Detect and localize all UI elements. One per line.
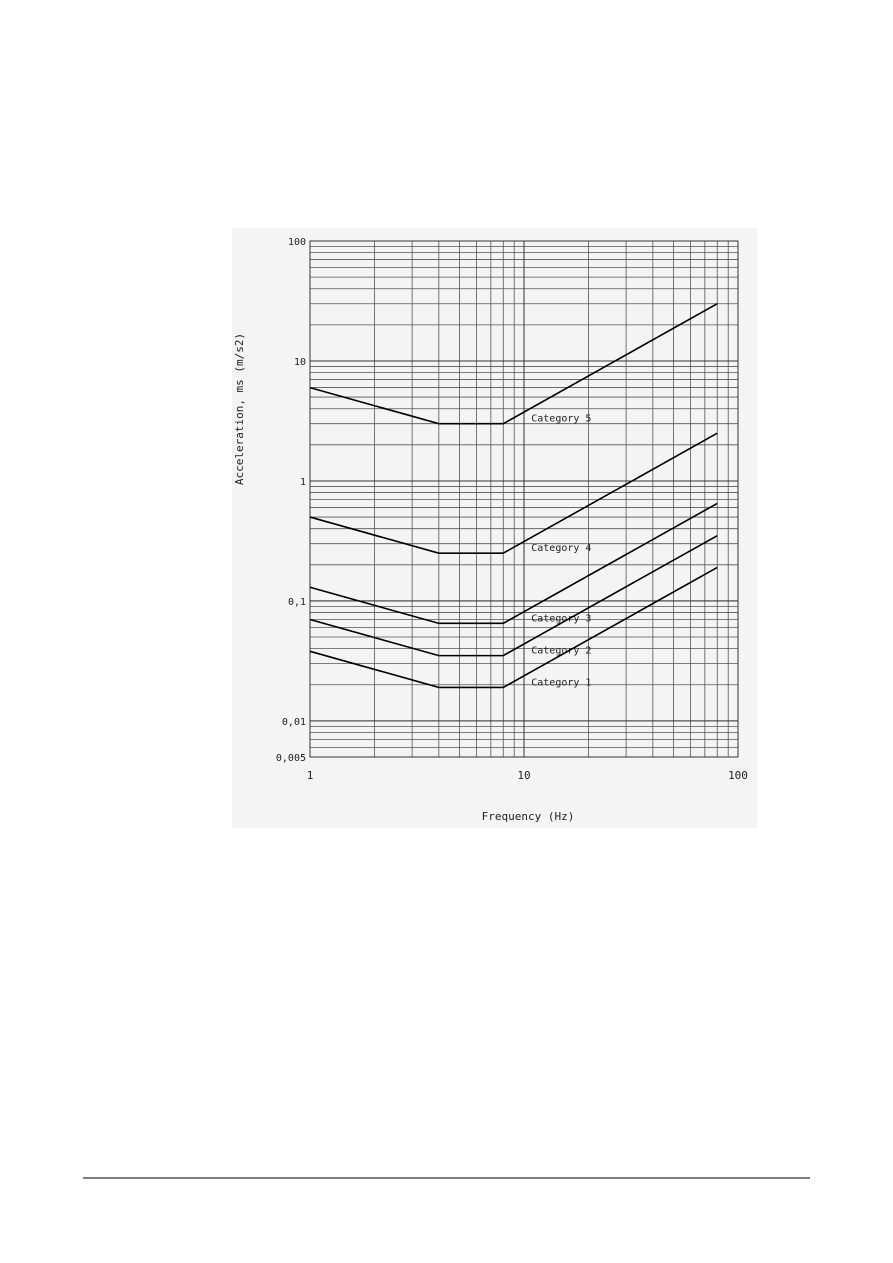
y-tick-label: 10 [294,357,306,368]
series-line [309,432,718,554]
x-tick-label: 10 [517,769,530,782]
y-tick-label: 0,1 [288,597,306,608]
y-tick-label: 0,005 [276,753,306,764]
y-tick-label: 100 [288,237,306,248]
y-tick-label: 0,01 [282,717,306,728]
series-label: Category 5 [531,414,591,425]
series-label: Category 2 [531,646,591,657]
series-label: Category 1 [531,677,591,688]
series-label: Category 4 [531,543,591,554]
x-tick-label: 100 [728,769,748,782]
x-axis-label: Frequency (Hz) [482,810,575,823]
y-tick-label: 1 [300,477,306,488]
plot-frame [309,240,739,758]
x-tick-label: 1 [307,769,314,782]
series-line [309,303,718,425]
series-line [309,534,718,657]
series-line [309,502,718,625]
series-line [309,566,718,689]
y-axis-label: Acceleration, ms (m/s2) [233,333,246,485]
chart-background [232,228,757,828]
series-label: Category 3 [531,613,591,624]
